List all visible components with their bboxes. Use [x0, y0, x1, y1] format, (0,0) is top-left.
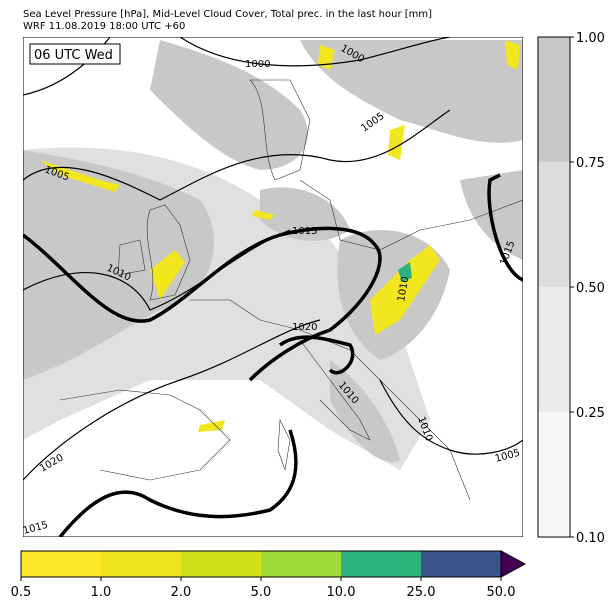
colorbar-segment [538, 287, 570, 412]
colorbar-segment [181, 551, 261, 577]
precip-colorbar: 0.5 1.0 2.0 5.0 10.0 25.0 50.0 [11, 550, 527, 600]
colorbar-segment [261, 551, 341, 577]
isobar-label: 1010 [396, 276, 411, 303]
colorbar-segment [341, 551, 421, 577]
isobar-label: 1020 [292, 322, 317, 333]
tick-label: 2.0 [171, 585, 192, 600]
tick-label: 50.0 [487, 585, 516, 600]
title: Sea Level Pressure [hPa], Mid-Level Clou… [23, 9, 432, 20]
tick-label: 0.5 [11, 585, 32, 600]
tick-label: 5.0 [251, 585, 272, 600]
tick-label: 0.25 [576, 406, 605, 421]
tick-label: 25.0 [407, 585, 436, 600]
tick-label: 0.50 [576, 281, 605, 296]
isobar-label: 1000 [245, 59, 270, 70]
tick-label: 0.75 [576, 156, 605, 171]
tick-label: 0.10 [576, 531, 605, 546]
tick-label: 10.0 [327, 585, 356, 600]
tick-label: 1.0 [91, 585, 112, 600]
tick-label: 1.00 [576, 31, 605, 46]
time-label: 06 UTC Wed [34, 48, 113, 63]
time-box [29, 43, 121, 65]
subtitle: WRF 11.08.2019 18:00 UTC +60 [23, 21, 185, 32]
colorbar-segment [421, 551, 501, 577]
colorbar-extension [500, 550, 527, 578]
colorbar-segment [538, 162, 570, 287]
map: 06 UTC Wed 1000 1000 1005 1005 1015 1010… [22, 37, 523, 537]
colorbar-segment [538, 37, 570, 162]
isobar-label: 1015 [292, 226, 317, 237]
cloud-colorbar: 1.00 0.75 0.50 0.25 0.10 [537, 31, 605, 546]
colorbar-segment [101, 551, 181, 577]
colorbar-segment [538, 412, 570, 537]
colorbar-segment [21, 551, 101, 577]
